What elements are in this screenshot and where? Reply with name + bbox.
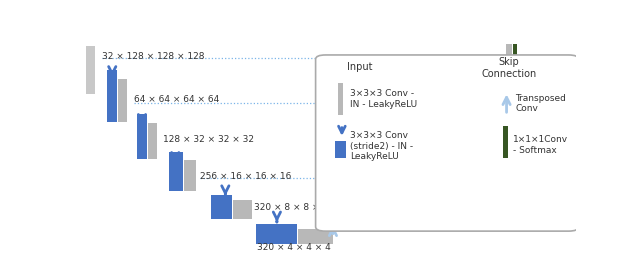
Bar: [108, 70, 117, 122]
Bar: [506, 44, 511, 94]
Bar: [513, 44, 518, 94]
Bar: [415, 160, 426, 191]
Bar: [233, 200, 252, 219]
Bar: [211, 195, 232, 219]
Text: Transposed
Conv: Transposed Conv: [515, 93, 566, 113]
Bar: [256, 224, 297, 244]
Bar: [86, 46, 95, 94]
Bar: [338, 83, 343, 115]
Bar: [335, 141, 346, 158]
Text: 1×1×1Conv
- Softmax: 1×1×1Conv - Softmax: [513, 136, 568, 155]
Bar: [137, 114, 147, 159]
Bar: [184, 160, 196, 191]
Text: 64 × 64 × 64 × 64: 64 × 64 × 64 × 64: [134, 95, 219, 104]
Text: 3×3×3 Conv -
IN - LeakyReLU: 3×3×3 Conv - IN - LeakyReLU: [350, 89, 417, 109]
Bar: [503, 126, 508, 158]
Text: 256 × 16 × 16 × 16: 256 × 16 × 16 × 16: [200, 172, 291, 181]
Bar: [148, 123, 157, 159]
Bar: [481, 78, 489, 121]
Bar: [490, 78, 498, 121]
Text: 320 × 4 × 4 × 4: 320 × 4 × 4 × 4: [257, 243, 330, 252]
Bar: [417, 200, 433, 219]
Bar: [298, 229, 333, 244]
Text: Skip
Connection: Skip Connection: [481, 57, 537, 79]
Bar: [452, 123, 461, 159]
FancyBboxPatch shape: [316, 55, 579, 231]
Bar: [434, 200, 450, 219]
Bar: [401, 160, 414, 191]
Bar: [441, 123, 451, 159]
Text: Input: Input: [348, 62, 373, 72]
Text: 128 × 32 × 32 × 32: 128 × 32 × 32 × 32: [163, 135, 254, 144]
Text: 3×3×3 Conv
(stride2) - IN -
LeakyReLU: 3×3×3 Conv (stride2) - IN - LeakyReLU: [350, 131, 413, 161]
Text: 320 × 8 × 8 × 8: 320 × 8 × 8 × 8: [253, 203, 328, 212]
Bar: [169, 152, 183, 191]
Bar: [118, 79, 127, 122]
Text: 32 × 128 × 128 × 128: 32 × 128 × 128 × 128: [102, 52, 205, 61]
